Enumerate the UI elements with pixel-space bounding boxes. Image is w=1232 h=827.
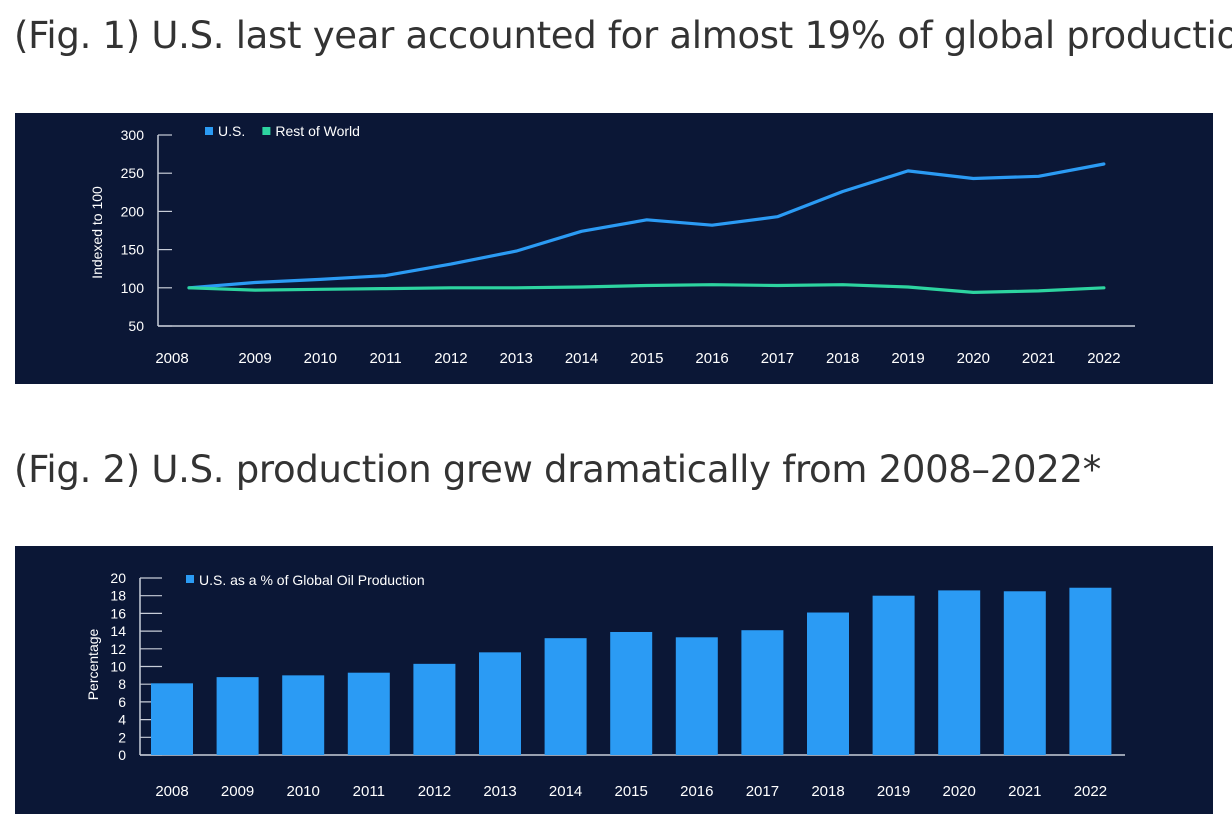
y-tick-label: 150 bbox=[121, 242, 145, 258]
y-tick-label: 200 bbox=[121, 203, 145, 219]
y-tick-label: 18 bbox=[110, 588, 126, 604]
y-tick-label: 12 bbox=[110, 641, 126, 657]
bar bbox=[1069, 587, 1112, 755]
x-tick-label: 2021 bbox=[1008, 783, 1041, 800]
bar bbox=[741, 630, 784, 755]
bar bbox=[347, 672, 390, 755]
bar bbox=[544, 638, 587, 755]
y-tick-label: 16 bbox=[110, 605, 126, 621]
y-tick-label: 2 bbox=[118, 729, 126, 745]
x-tick-label: 2022 bbox=[1087, 350, 1120, 367]
bar bbox=[1003, 591, 1046, 755]
y-axis-label: Percentage bbox=[85, 628, 101, 700]
bar bbox=[872, 595, 915, 755]
legend-label: Rest of World bbox=[275, 123, 360, 139]
bar bbox=[938, 590, 981, 755]
legend-swatch bbox=[262, 127, 271, 135]
x-tick-label: 2009 bbox=[238, 350, 271, 367]
bar bbox=[807, 612, 849, 755]
x-tick-label: 2008 bbox=[155, 783, 188, 800]
x-tick-label: 2013 bbox=[500, 350, 533, 367]
y-tick-label: 100 bbox=[121, 280, 145, 296]
x-tick-label: 2019 bbox=[877, 783, 910, 800]
bar bbox=[282, 675, 325, 755]
x-tick-label: 2019 bbox=[891, 350, 924, 367]
bar bbox=[610, 631, 653, 755]
series-line-rest-of-world bbox=[187, 283, 1106, 294]
legend-label: U.S. bbox=[218, 123, 245, 139]
x-tick-label: 2012 bbox=[434, 350, 467, 367]
legend-swatch bbox=[186, 575, 194, 583]
x-tick-label: 2009 bbox=[221, 783, 254, 800]
y-tick-label: 4 bbox=[118, 712, 126, 728]
x-tick-label: 2010 bbox=[287, 783, 320, 800]
x-tick-label: 2016 bbox=[695, 350, 728, 367]
bar bbox=[479, 652, 521, 755]
figure-2-title: (Fig. 2) U.S. production grew dramatical… bbox=[14, 448, 1101, 491]
y-tick-label: 14 bbox=[110, 623, 126, 639]
x-tick-label: 2012 bbox=[418, 783, 451, 800]
x-tick-label: 2013 bbox=[483, 783, 516, 800]
y-axis-label: Indexed to 100 bbox=[89, 186, 105, 279]
legend-swatch bbox=[205, 127, 213, 135]
x-tick-label: 2017 bbox=[761, 350, 794, 367]
x-tick-label: 2021 bbox=[1022, 350, 1055, 367]
line-chart-panel: 50 100 150 200 250 300 Indexed to 100 2008 2009 2… bbox=[15, 113, 1213, 384]
x-tick-label: 2008 bbox=[155, 350, 188, 367]
figure-1-title: (Fig. 1) U.S. last year accounted for al… bbox=[14, 14, 1232, 57]
x-tick-label: 2018 bbox=[811, 783, 844, 800]
x-tick-label: 2016 bbox=[680, 783, 713, 800]
y-tick-label: 250 bbox=[121, 165, 145, 181]
series-line-u-s bbox=[187, 162, 1106, 290]
x-tick-label: 2018 bbox=[826, 350, 859, 367]
x-tick-label: 2015 bbox=[630, 350, 663, 367]
bar bbox=[675, 637, 718, 755]
y-tick-label: 8 bbox=[118, 676, 126, 692]
x-tick-label: 2014 bbox=[565, 350, 598, 367]
x-tick-label: 2020 bbox=[957, 350, 990, 367]
x-tick-label: 2011 bbox=[353, 783, 385, 800]
bar bbox=[413, 663, 456, 755]
x-tick-label: 2017 bbox=[746, 783, 779, 800]
y-tick-label: 0 bbox=[118, 747, 126, 763]
line-chart: 50 100 150 200 250 300 Indexed to 100 2008 2009 2… bbox=[89, 123, 1135, 367]
y-tick-label: 10 bbox=[110, 659, 126, 675]
y-tick-label: 300 bbox=[121, 127, 145, 143]
x-tick-label: 2014 bbox=[549, 783, 582, 800]
y-tick-label: 50 bbox=[128, 318, 144, 334]
x-tick-label: 2010 bbox=[304, 350, 337, 367]
bar bbox=[216, 677, 259, 755]
x-tick-label: 2015 bbox=[615, 783, 648, 800]
legend-label: U.S. as a % of Global Oil Production bbox=[199, 572, 425, 588]
bar-chart-panel: 0 2 4 6 8 10 12 14 16 18 20 Percentage 2008 2009 2010 2… bbox=[15, 546, 1213, 814]
x-tick-label: 2020 bbox=[943, 783, 976, 800]
x-tick-label: 2011 bbox=[369, 350, 401, 367]
bar bbox=[151, 683, 193, 755]
y-tick-label: 6 bbox=[118, 694, 126, 710]
y-tick-label: 20 bbox=[110, 570, 126, 586]
x-tick-label: 2022 bbox=[1074, 783, 1107, 800]
